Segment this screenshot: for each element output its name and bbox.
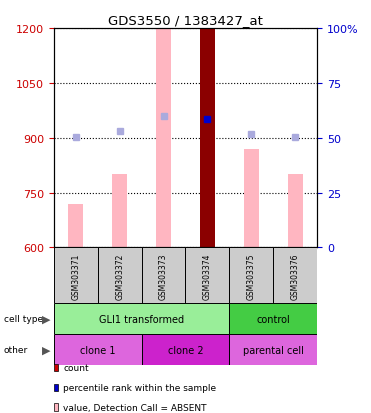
- Text: clone 1: clone 1: [80, 345, 115, 355]
- Text: ▶: ▶: [42, 314, 50, 324]
- Text: percentile rank within the sample: percentile rank within the sample: [63, 383, 217, 392]
- Bar: [54, 248, 98, 304]
- Text: clone 2: clone 2: [168, 345, 203, 355]
- Bar: [229, 248, 273, 304]
- Text: parental cell: parental cell: [243, 345, 304, 355]
- Text: GSM303372: GSM303372: [115, 252, 124, 299]
- Bar: [288, 175, 303, 248]
- Bar: [273, 248, 317, 304]
- Text: count: count: [63, 363, 89, 372]
- Bar: [112, 175, 127, 248]
- Bar: [98, 248, 142, 304]
- Text: GSM303373: GSM303373: [159, 252, 168, 299]
- Bar: [142, 248, 186, 304]
- Bar: [68, 204, 83, 248]
- Text: other: other: [4, 346, 28, 354]
- Bar: [54, 304, 229, 335]
- Text: GDS3550 / 1383427_at: GDS3550 / 1383427_at: [108, 14, 263, 27]
- Text: GSM303375: GSM303375: [247, 252, 256, 299]
- Text: GSM303376: GSM303376: [291, 252, 300, 299]
- Bar: [156, 29, 171, 248]
- Bar: [186, 248, 229, 304]
- Text: cell type: cell type: [4, 315, 43, 323]
- Bar: [142, 335, 229, 366]
- Text: GSM303371: GSM303371: [71, 252, 80, 299]
- Bar: [244, 149, 259, 248]
- Text: GLI1 transformed: GLI1 transformed: [99, 314, 184, 324]
- Text: GSM303374: GSM303374: [203, 252, 212, 299]
- Bar: [229, 335, 317, 366]
- Bar: [229, 304, 317, 335]
- Bar: [200, 29, 215, 248]
- Text: value, Detection Call = ABSENT: value, Detection Call = ABSENT: [63, 403, 207, 412]
- Text: ▶: ▶: [42, 345, 50, 355]
- Text: control: control: [256, 314, 290, 324]
- Bar: [54, 335, 142, 366]
